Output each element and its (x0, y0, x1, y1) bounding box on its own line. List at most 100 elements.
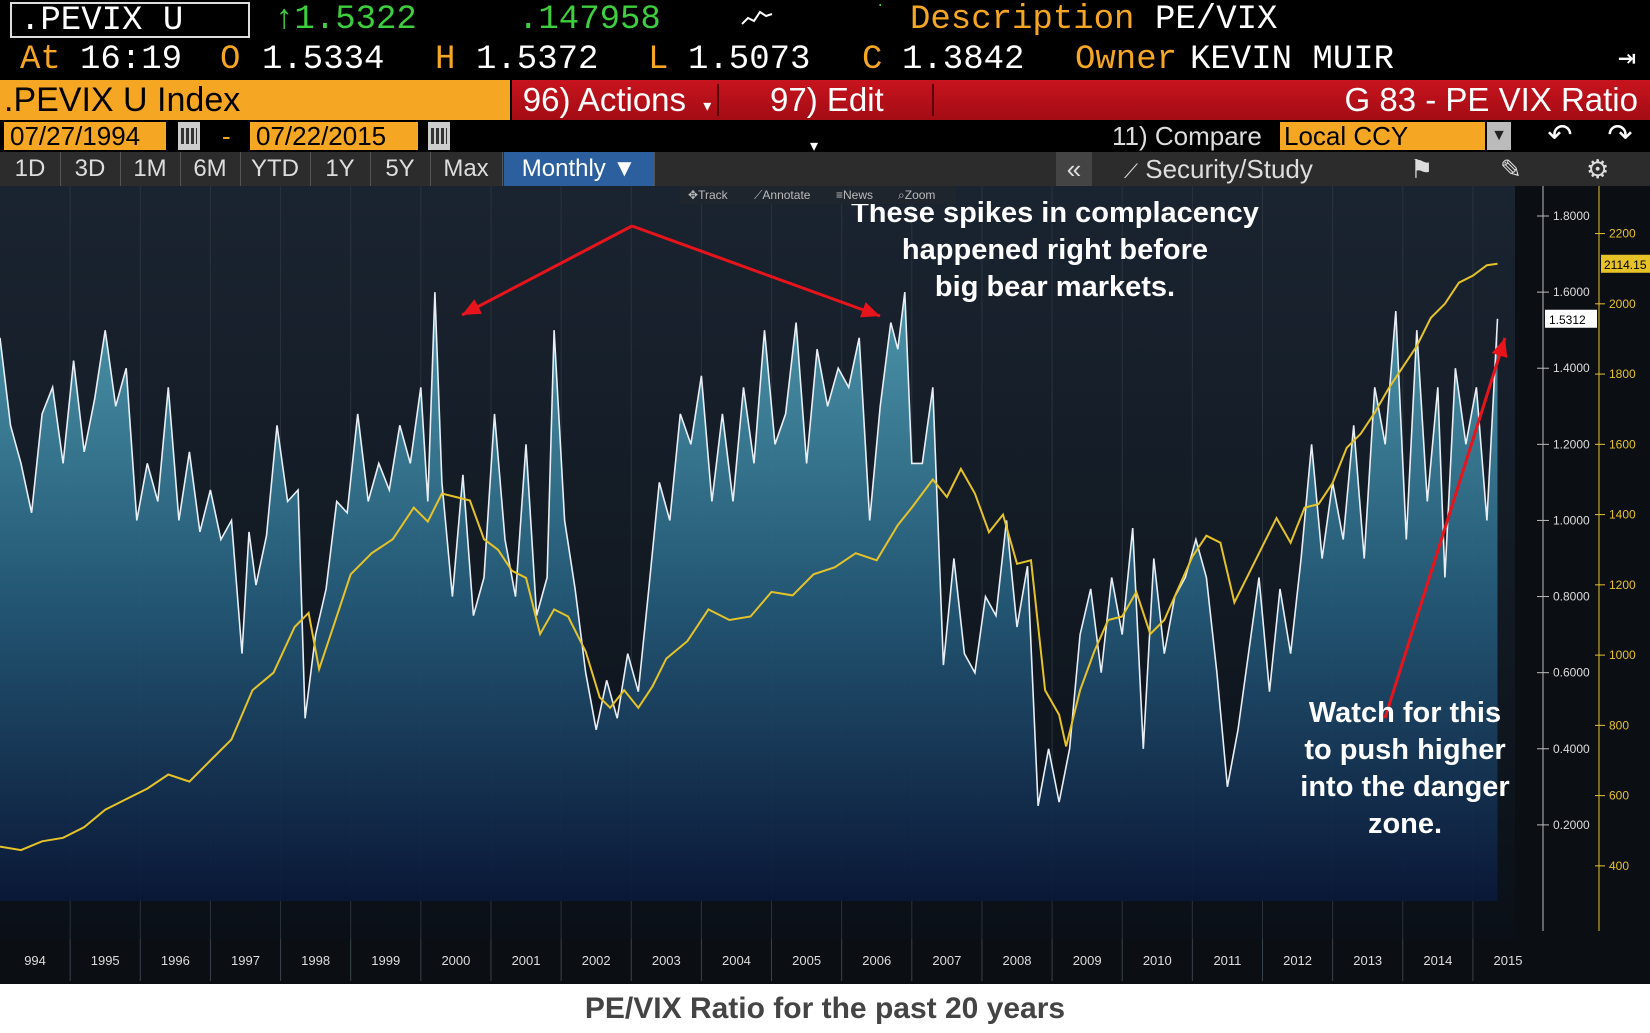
start-date-input[interactable]: 07/27/1994 (4, 122, 166, 150)
last-value-label: 1.5312 (1549, 313, 1586, 327)
chevron-down-icon[interactable]: ▼ (1487, 122, 1511, 150)
spx-line (0, 262, 1498, 852)
x-tick-label: 1997 (231, 953, 260, 968)
price-change: .147958 (518, 1, 661, 39)
security-name: .PEVIX U Index (0, 80, 510, 120)
chart-icon: ⟋ (1124, 161, 1138, 183)
tab-1y[interactable]: 1Y (310, 152, 371, 186)
track-label: Track (698, 188, 728, 202)
right-tick-label: 800 (1609, 718, 1629, 732)
security-study-button[interactable]: ⟋ Security/Study (1124, 152, 1313, 186)
edit-label: 97) Edit (770, 81, 884, 118)
compare-button[interactable]: 11) Compare (1112, 121, 1262, 151)
calendar-icon[interactable] (178, 122, 200, 150)
redo-icon[interactable]: ↷ (1607, 119, 1633, 152)
tab-6m[interactable]: 6M (180, 152, 241, 186)
left-tick-label: 1.8000 (1553, 209, 1590, 223)
left-tick-label: 0.4000 (1553, 742, 1590, 756)
figure-caption: PE/VIX Ratio for the past 20 years (584, 992, 1066, 1025)
collapse-button[interactable]: « (1056, 152, 1092, 186)
left-tick-label: 1.4000 (1553, 361, 1590, 375)
quote-row: .PEVIX U ↑1.5322 .147958 · Description P… (0, 0, 1650, 40)
close-value: 1.3842 (902, 41, 1025, 79)
left-tick-label: 1.0000 (1553, 513, 1590, 527)
right-tick-label: 600 (1609, 789, 1629, 803)
tab-max[interactable]: Max (430, 152, 503, 186)
annotation-bottom-line: to push higher (1304, 734, 1505, 766)
annotate-button[interactable]: ⟋ Annotate (754, 188, 811, 202)
annotation-top-line: happened right before (902, 234, 1208, 266)
open-value: 1.5334 (262, 41, 385, 79)
pe-vix-chart: 994 1995 1996 1997 1998 1999 2000 2001 2002 2003 2… (0, 186, 1650, 984)
x-tick-label: 1998 (301, 953, 330, 968)
arrow-to-2015 (1383, 337, 1507, 719)
left-tick-label: 1.2000 (1553, 437, 1590, 451)
left-tick-label: 0.2000 (1553, 818, 1590, 832)
actions-label: 96) Actions (522, 81, 687, 118)
close-label: C (862, 41, 883, 79)
annotation-top-line: big bear markets. (935, 271, 1175, 303)
right-tick-label: 2000 (1609, 297, 1636, 311)
chart-title: G 83 - PE VIX Ratio (1344, 81, 1638, 118)
x-tick-label: 2000 (441, 953, 470, 968)
last-price: ↑1.5322 (274, 1, 417, 39)
date-range-row: 07/27/1994 - 07/22/2015 11) Compare Loca… (0, 120, 1650, 152)
tab-1d[interactable]: 1D (0, 152, 61, 186)
export-icon[interactable]: ⇥ (1617, 43, 1637, 77)
spx-last-label: 2114.15 (1604, 258, 1647, 272)
flag-icon[interactable]: ⚑ (1410, 154, 1434, 184)
divider (717, 84, 719, 116)
x-tick-label: 2004 (722, 953, 751, 968)
end-date-input[interactable]: 07/22/2015 (250, 122, 418, 150)
chart-area[interactable]: 994 1995 1996 1997 1998 1999 2000 2001 2002 2003 2… (0, 186, 1650, 984)
tab-ytd[interactable]: YTD (240, 152, 311, 186)
currency-select[interactable]: Local CCY (1280, 122, 1485, 150)
quote-time: 16:19 (80, 41, 183, 79)
right-tick-label: 1000 (1609, 648, 1636, 662)
x-tick-label: 2006 (862, 953, 891, 968)
edit-pen-icon[interactable]: ✎ (1500, 154, 1522, 184)
description-value: PE/VIX (1155, 1, 1278, 39)
pe-vix-area (0, 292, 1498, 902)
track-button[interactable]: ✥ Track (688, 188, 728, 202)
left-tick-label: 0.8000 (1553, 590, 1590, 604)
zoom-button[interactable]: ⌕ Zoom (898, 188, 936, 202)
tab-3d[interactable]: 3D (60, 152, 121, 186)
actions-menu[interactable]: 96) Actions ▾ (522, 80, 712, 120)
edit-menu[interactable]: 97) Edit ▾ (770, 80, 940, 155)
owner-value: KEVIN MUIR (1190, 41, 1395, 79)
low-label: L (648, 41, 669, 79)
arrow-to-2000-spike (461, 224, 633, 317)
undo-icon[interactable]: ↶ (1547, 119, 1573, 152)
function-bar: .PEVIX U Index 96) Actions ▾ 97) Edit ▾ … (0, 80, 1650, 155)
spx-last-tag (1601, 254, 1650, 273)
low-value: 1.5073 (688, 41, 811, 79)
zoom-label: Zoom (904, 188, 936, 202)
annotation-bottom-line: Watch for this (1309, 697, 1501, 729)
date-separator: - (222, 121, 231, 151)
tab-1m[interactable]: 1M (120, 152, 181, 186)
news-button[interactable]: ≡ News (836, 188, 874, 202)
annotation-bottom-line: zone. (1368, 808, 1442, 840)
x-tick-label: 2011 (1213, 953, 1241, 968)
x-tick-label: 2013 (1353, 953, 1382, 968)
at-label: At (20, 41, 61, 79)
x-tick-label: 2003 (652, 953, 681, 968)
calendar-icon[interactable] (428, 122, 450, 150)
left-tick-label: 0.6000 (1553, 666, 1590, 680)
right-tick-label: 1800 (1609, 367, 1636, 381)
pe-vix-line (0, 292, 1499, 807)
owner-label: Owner (1075, 41, 1178, 79)
period-select[interactable]: Monthly ▼ (504, 152, 655, 186)
bloomberg-terminal: .PEVIX U ↑1.5322 .147958 · Description P… (0, 0, 1650, 984)
gear-icon[interactable]: ⚙ (1586, 154, 1610, 184)
high-label: H (435, 41, 456, 79)
ticker-field[interactable]: .PEVIX U (10, 2, 250, 38)
annotation-bottom-line: into the danger (1300, 771, 1509, 803)
arrow-to-2007-spike-head (860, 302, 880, 318)
x-tick-label: 2001 (512, 953, 541, 968)
last-value-tag (1545, 309, 1597, 328)
chevron-down-icon: ▾ (810, 138, 819, 155)
news-label: News (843, 188, 874, 202)
tab-5y[interactable]: 5Y (370, 152, 431, 186)
